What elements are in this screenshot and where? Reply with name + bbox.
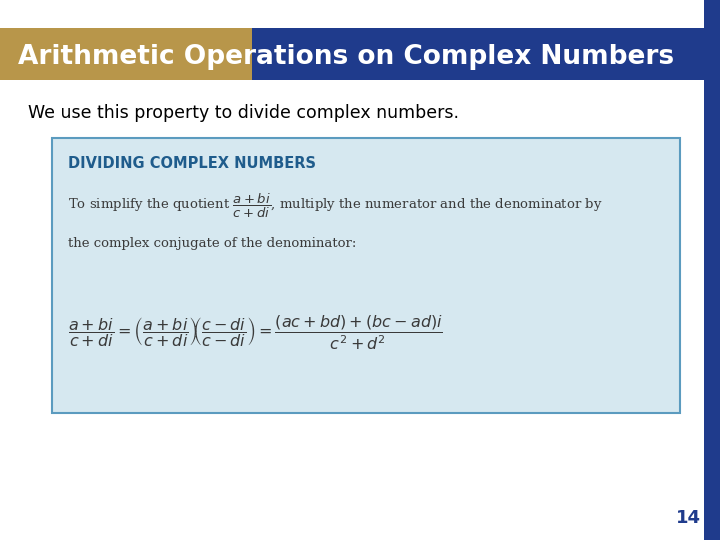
Text: We use this property to divide complex numbers.: We use this property to divide complex n… (28, 104, 459, 122)
Text: Arithmetic Operations on Complex Numbers: Arithmetic Operations on Complex Numbers (18, 44, 674, 70)
Bar (0, 28, 252, 80)
Text: To simplify the quotient $\dfrac{a+bi}{c+di}$, multiply the numerator and the de: To simplify the quotient $\dfrac{a+bi}{c… (68, 192, 603, 220)
Text: DIVIDING COMPLEX NUMBERS: DIVIDING COMPLEX NUMBERS (68, 157, 316, 172)
Bar (252, 28, 720, 80)
Bar (52, 138, 680, 413)
Text: 14: 14 (675, 509, 701, 527)
Text: the complex conjugate of the denominator:: the complex conjugate of the denominator… (68, 237, 356, 249)
Text: $\dfrac{a+bi}{c+di} = \left(\dfrac{a+bi}{c+di}\right)\!\!\left(\dfrac{c-di}{c-di: $\dfrac{a+bi}{c+di} = \left(\dfrac{a+bi}… (68, 314, 443, 352)
Bar (704, 0, 720, 540)
